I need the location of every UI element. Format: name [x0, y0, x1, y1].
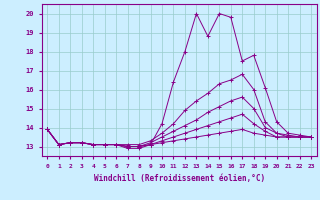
X-axis label: Windchill (Refroidissement éolien,°C): Windchill (Refroidissement éolien,°C)	[94, 174, 265, 183]
